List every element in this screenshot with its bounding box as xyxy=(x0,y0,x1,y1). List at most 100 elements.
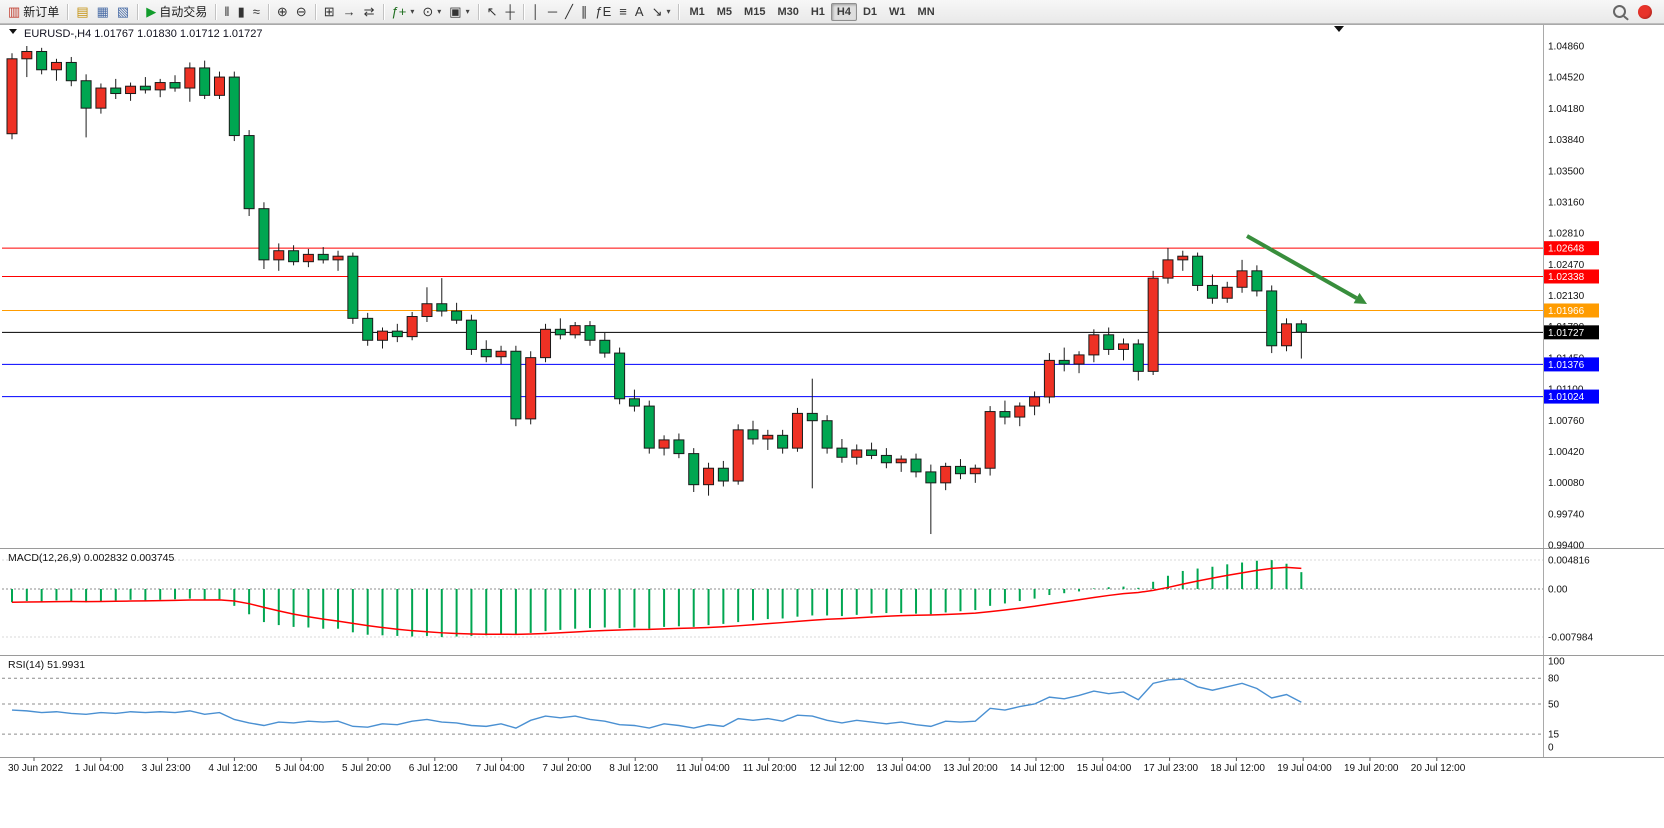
candle-body xyxy=(1058,359,1070,365)
candle-body xyxy=(510,350,522,420)
trend-arrow[interactable] xyxy=(1246,234,1358,300)
navigator-button[interactable]: ▧ xyxy=(113,1,133,23)
candle-body xyxy=(1177,255,1189,261)
data-window-button[interactable]: ▦ xyxy=(93,1,113,23)
price-axis-label: 1.00420 xyxy=(1548,447,1585,458)
data-window-icon: ▦ xyxy=(96,3,109,19)
candle-body xyxy=(110,87,122,95)
fibonacci-button[interactable]: ƒE xyxy=(591,1,615,23)
time-axis-label: 3 Jul 23:00 xyxy=(142,763,191,774)
candle-body xyxy=(184,67,196,89)
time-axis-label: 7 Jul 04:00 xyxy=(476,763,525,774)
candle-body xyxy=(406,316,418,338)
candle-body xyxy=(273,250,285,261)
candlestick-chart-button[interactable]: ▮ xyxy=(234,1,249,23)
candle-body xyxy=(213,76,225,96)
templates-button[interactable]: ▣ ▾ xyxy=(445,1,473,23)
zoom-out-icon: ⊖ xyxy=(295,3,307,19)
dropdown-caret-icon[interactable]: ▾ xyxy=(437,7,442,16)
rsi-panel: 100 80 50 15 0 RSI(14) 51.9931 xyxy=(2,657,1565,754)
rsi-axis-label: 15 xyxy=(1548,730,1560,741)
trendline-button[interactable]: ╱ xyxy=(561,1,577,23)
crosshair-icon: ┼ xyxy=(505,3,515,19)
candle-body xyxy=(643,405,655,449)
channel-button[interactable]: ∥ xyxy=(577,1,592,23)
dropdown-caret-icon[interactable]: ▾ xyxy=(410,7,415,16)
time-axis-label: 4 Jul 12:00 xyxy=(208,763,257,774)
timeframe-mn-button[interactable]: MN xyxy=(917,5,935,18)
candle-body xyxy=(391,330,403,338)
candle-body xyxy=(154,82,166,91)
tile-windows-button[interactable]: ⊞ xyxy=(320,1,339,23)
price-tag xyxy=(1544,325,1599,340)
price-axis-label: 1.03840 xyxy=(1548,135,1585,146)
chart-shift-button[interactable]: ⇄ xyxy=(360,1,379,23)
time-axis-label: 5 Jul 04:00 xyxy=(275,763,324,774)
time-axis-label: 12 Jul 12:00 xyxy=(810,763,865,774)
candlesticks xyxy=(6,46,1307,535)
zoom-out-button[interactable]: ⊖ xyxy=(292,1,311,23)
candle-body xyxy=(777,434,789,449)
zoom-in-button[interactable]: ⊕ xyxy=(273,1,292,23)
periods-button[interactable]: ⊙ ▾ xyxy=(418,1,445,23)
dropdown-caret-icon[interactable]: ▾ xyxy=(465,7,470,16)
candle-body xyxy=(1251,270,1263,292)
time-axis[interactable]: 30 Jun 2022 1 Jul 04:00 3 Jul 23:00 4 Jul 1… xyxy=(8,757,1466,775)
price-axis[interactable]: 1.04860 1.04520 1.04180 1.03840 1.03500 1.031… xyxy=(1544,42,1599,552)
price-tag-label: 1.01024 xyxy=(1548,392,1585,403)
new-order-button[interactable]: ▥ 新订单 xyxy=(4,1,63,23)
market-watch-icon: ▤ xyxy=(76,3,89,19)
timeframe-h4-button[interactable]: H4 xyxy=(830,2,857,21)
candle-body xyxy=(895,458,907,464)
crosshair-button[interactable]: ┼ xyxy=(502,1,519,23)
text-button[interactable]: A xyxy=(631,1,648,23)
market-watch-button[interactable]: ▤ xyxy=(72,1,92,23)
autotrading-label: 自动交易 xyxy=(159,5,208,19)
chart-window[interactable]: 1.04860 1.04520 1.04180 1.03840 1.03500 1.031… xyxy=(0,24,1664,828)
candle-body xyxy=(1088,334,1100,356)
candle-body xyxy=(169,82,181,89)
dropdown-caret-icon[interactable]: ▾ xyxy=(666,7,671,16)
timeframe-m15-button[interactable]: M15 xyxy=(744,5,766,18)
timeframe-h1-button[interactable]: H1 xyxy=(810,5,825,18)
line-chart-button[interactable]: ≈ xyxy=(249,1,264,23)
candle-body xyxy=(1118,343,1129,350)
arrows-button[interactable]: ↘ ▾ xyxy=(648,1,675,23)
indicators-button[interactable]: ƒ+ ▾ xyxy=(388,1,419,23)
macd-signal-line xyxy=(11,566,1302,636)
price-axis-label: 1.03160 xyxy=(1548,197,1585,208)
price-tag xyxy=(1544,357,1599,372)
vertical-line-button[interactable]: │ xyxy=(528,1,544,23)
timeframe-d1-button[interactable]: D1 xyxy=(862,5,878,18)
autotrading-button[interactable]: ▶ 自动交易 xyxy=(142,1,211,23)
chart-shift-icon: ⇄ xyxy=(363,3,375,19)
auto-scroll-button[interactable]: → xyxy=(339,1,360,23)
timeframe-m5-button[interactable]: M5 xyxy=(716,5,733,18)
symbol-dropdown-icon[interactable] xyxy=(9,29,17,34)
price-tag-label: 1.01376 xyxy=(1548,360,1585,371)
rsi-axis-label: 50 xyxy=(1548,700,1560,711)
notification-icon[interactable] xyxy=(1638,4,1652,19)
auto-scroll-icon: → xyxy=(342,3,356,19)
search-icon[interactable] xyxy=(1613,5,1626,18)
candle-body xyxy=(658,439,670,449)
bar-chart-button[interactable]: ‖ xyxy=(220,1,233,23)
timeframe-m1-button[interactable]: M1 xyxy=(689,5,705,18)
horizontal-line-button[interactable]: ─ xyxy=(544,1,561,23)
horizontal-line-icon: ─ xyxy=(547,3,558,19)
timeframe-m30-button[interactable]: M30 xyxy=(777,5,799,18)
timeframe-w1-button[interactable]: W1 xyxy=(889,5,906,18)
candle-body xyxy=(80,80,92,109)
horizontal-line-objects[interactable] xyxy=(2,247,1543,398)
toolbar-separator xyxy=(477,3,479,20)
trend-arrow-head[interactable] xyxy=(1353,292,1367,304)
time-axis-label: 13 Jul 20:00 xyxy=(943,763,998,774)
chart-shift-marker[interactable] xyxy=(1334,26,1344,32)
price-tag xyxy=(1544,303,1599,318)
candle-body xyxy=(525,357,537,420)
time-axis-label: 7 Jul 20:00 xyxy=(542,763,591,774)
shapes-button[interactable]: ≡ xyxy=(615,1,631,23)
candle-body xyxy=(540,328,552,359)
cursor-button[interactable]: ↖ xyxy=(483,1,502,23)
macd-axis-label: 0.00 xyxy=(1548,585,1568,596)
